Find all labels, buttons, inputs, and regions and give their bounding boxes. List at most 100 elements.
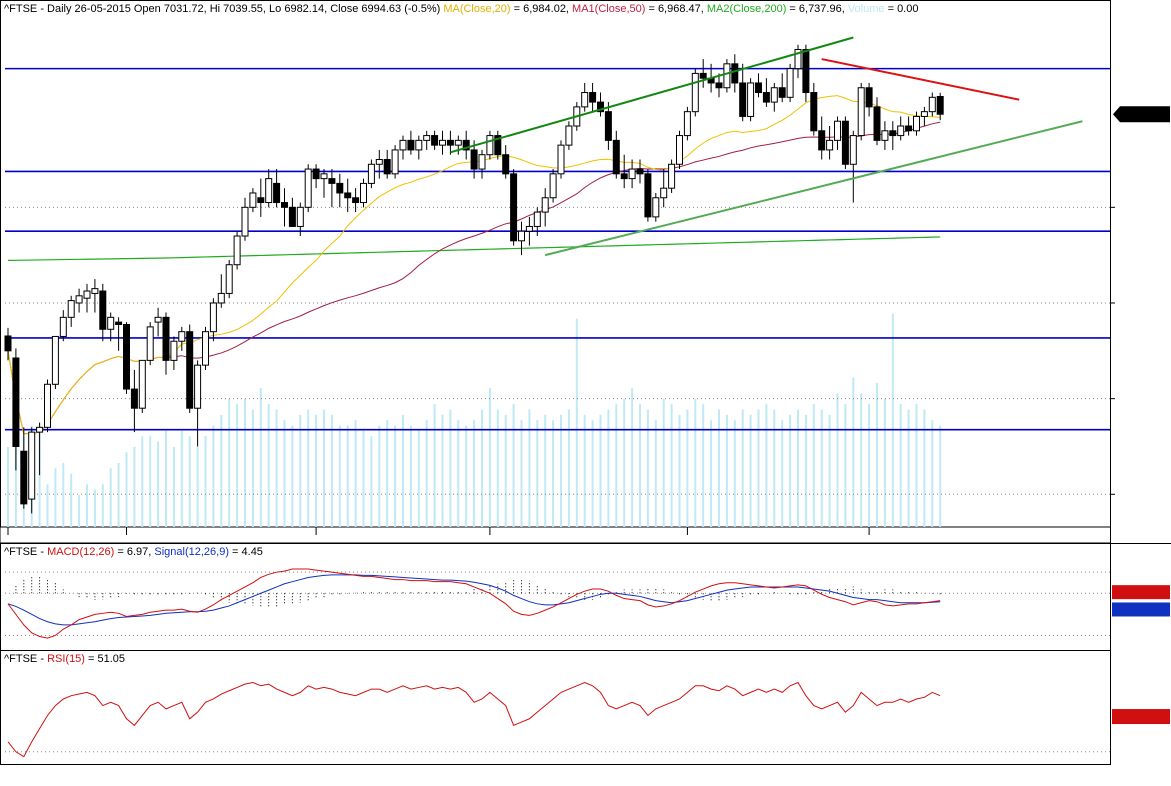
pane-title-part: ^FTSE - Daily 26-05-2015 Open 7031.72, H… xyxy=(4,3,443,15)
volume-bar xyxy=(330,414,333,527)
volume-bar xyxy=(907,409,910,527)
candle-body xyxy=(91,288,99,294)
candle-body xyxy=(44,383,51,428)
candle-body xyxy=(241,206,249,237)
pane-title-part: MACD(12,26) xyxy=(47,546,114,558)
volume-bar xyxy=(86,484,88,527)
volume-bar xyxy=(623,398,626,527)
candle-body xyxy=(367,163,375,184)
volume-bar xyxy=(267,404,270,527)
volume-bar xyxy=(449,409,452,527)
volume-bar xyxy=(852,377,855,527)
volume-bar xyxy=(583,414,586,527)
candle-body xyxy=(462,139,470,151)
volume-bar xyxy=(733,420,736,527)
candles xyxy=(4,44,944,514)
candle-body xyxy=(881,130,889,141)
volume-bar xyxy=(46,484,49,527)
candle-body xyxy=(265,178,273,204)
candle-body xyxy=(826,139,834,151)
candle-body xyxy=(209,302,217,333)
candle-body xyxy=(834,120,841,141)
pane-title-part: Signal(12,26,9) xyxy=(154,546,229,558)
candle-body xyxy=(36,426,44,433)
volume-bar xyxy=(749,414,752,527)
candle-body xyxy=(249,192,257,208)
volume-bar xyxy=(646,409,649,527)
volume-bar xyxy=(631,388,634,527)
candle-body xyxy=(873,106,881,141)
trendline-lower_channel xyxy=(544,120,1083,257)
volume-bar xyxy=(797,409,799,527)
candle-body xyxy=(138,359,146,409)
candle-body xyxy=(162,316,170,361)
volume-bar xyxy=(172,446,175,527)
candle-body xyxy=(778,87,786,98)
volume-bar xyxy=(512,404,515,527)
volume-bar xyxy=(552,420,555,527)
rsi-line xyxy=(7,681,941,758)
volume-bar xyxy=(149,436,152,527)
candle-body xyxy=(320,173,328,180)
volume-bar xyxy=(481,409,483,527)
candle-body xyxy=(59,316,67,337)
pane-title-1: ^FTSE - MACD(12,26) = 6.97, Signal(12,26… xyxy=(4,546,263,558)
volume-bar xyxy=(315,414,318,527)
volume-bar xyxy=(409,425,412,527)
candle-body xyxy=(604,111,612,141)
volume-bar xyxy=(441,414,444,527)
candle-body xyxy=(897,125,905,137)
volume-bar xyxy=(7,446,9,527)
candle-body xyxy=(439,139,446,146)
volume-bar xyxy=(536,420,539,527)
volume-bar xyxy=(220,414,223,527)
candle-body xyxy=(762,92,770,103)
volume-bar xyxy=(670,404,673,527)
pane-title-part: = 0.00 xyxy=(885,3,919,15)
candle-body xyxy=(257,197,265,204)
candle-body xyxy=(375,158,383,165)
volume-bar xyxy=(702,404,705,527)
candle-body xyxy=(652,197,660,218)
candle-body xyxy=(336,182,344,194)
candle-body xyxy=(636,168,644,175)
pane-title-part: = 6,737.96, xyxy=(786,3,847,15)
candle-body xyxy=(304,168,312,208)
volume-bar xyxy=(370,436,373,527)
candle-body xyxy=(660,187,668,199)
volume-bar xyxy=(299,414,302,527)
candle-body xyxy=(12,357,20,447)
volume-bar xyxy=(607,409,610,527)
candle-body xyxy=(905,125,913,132)
candle-body xyxy=(731,63,739,84)
candle-body xyxy=(51,335,59,385)
volume-bar xyxy=(757,409,760,527)
volume-bar xyxy=(101,484,104,527)
volume-bar xyxy=(804,414,807,527)
candle-body xyxy=(589,92,597,103)
candle-body xyxy=(225,264,233,294)
volume-bar xyxy=(883,398,886,527)
candle-body xyxy=(130,388,138,409)
volume-bar xyxy=(70,473,73,527)
candle-body xyxy=(676,135,683,165)
macd-line xyxy=(7,568,941,639)
volume-bar xyxy=(868,404,871,527)
volume-bar xyxy=(773,409,776,527)
candle-body xyxy=(83,290,91,299)
candle-body xyxy=(620,173,628,180)
volume-bar xyxy=(915,404,918,527)
volume-bar xyxy=(425,420,428,527)
volume-bar xyxy=(765,404,768,527)
volume-bar xyxy=(117,462,120,527)
date-axis-strip xyxy=(0,526,1111,544)
candle-body xyxy=(99,290,107,330)
volume-bar xyxy=(338,425,341,527)
pane-title-part: MA1(Close,50) xyxy=(572,3,645,15)
candle-body xyxy=(747,82,755,117)
candle-body xyxy=(818,130,826,151)
candle-body xyxy=(478,154,486,170)
candle-body xyxy=(525,225,533,232)
volume-bar xyxy=(639,404,641,527)
